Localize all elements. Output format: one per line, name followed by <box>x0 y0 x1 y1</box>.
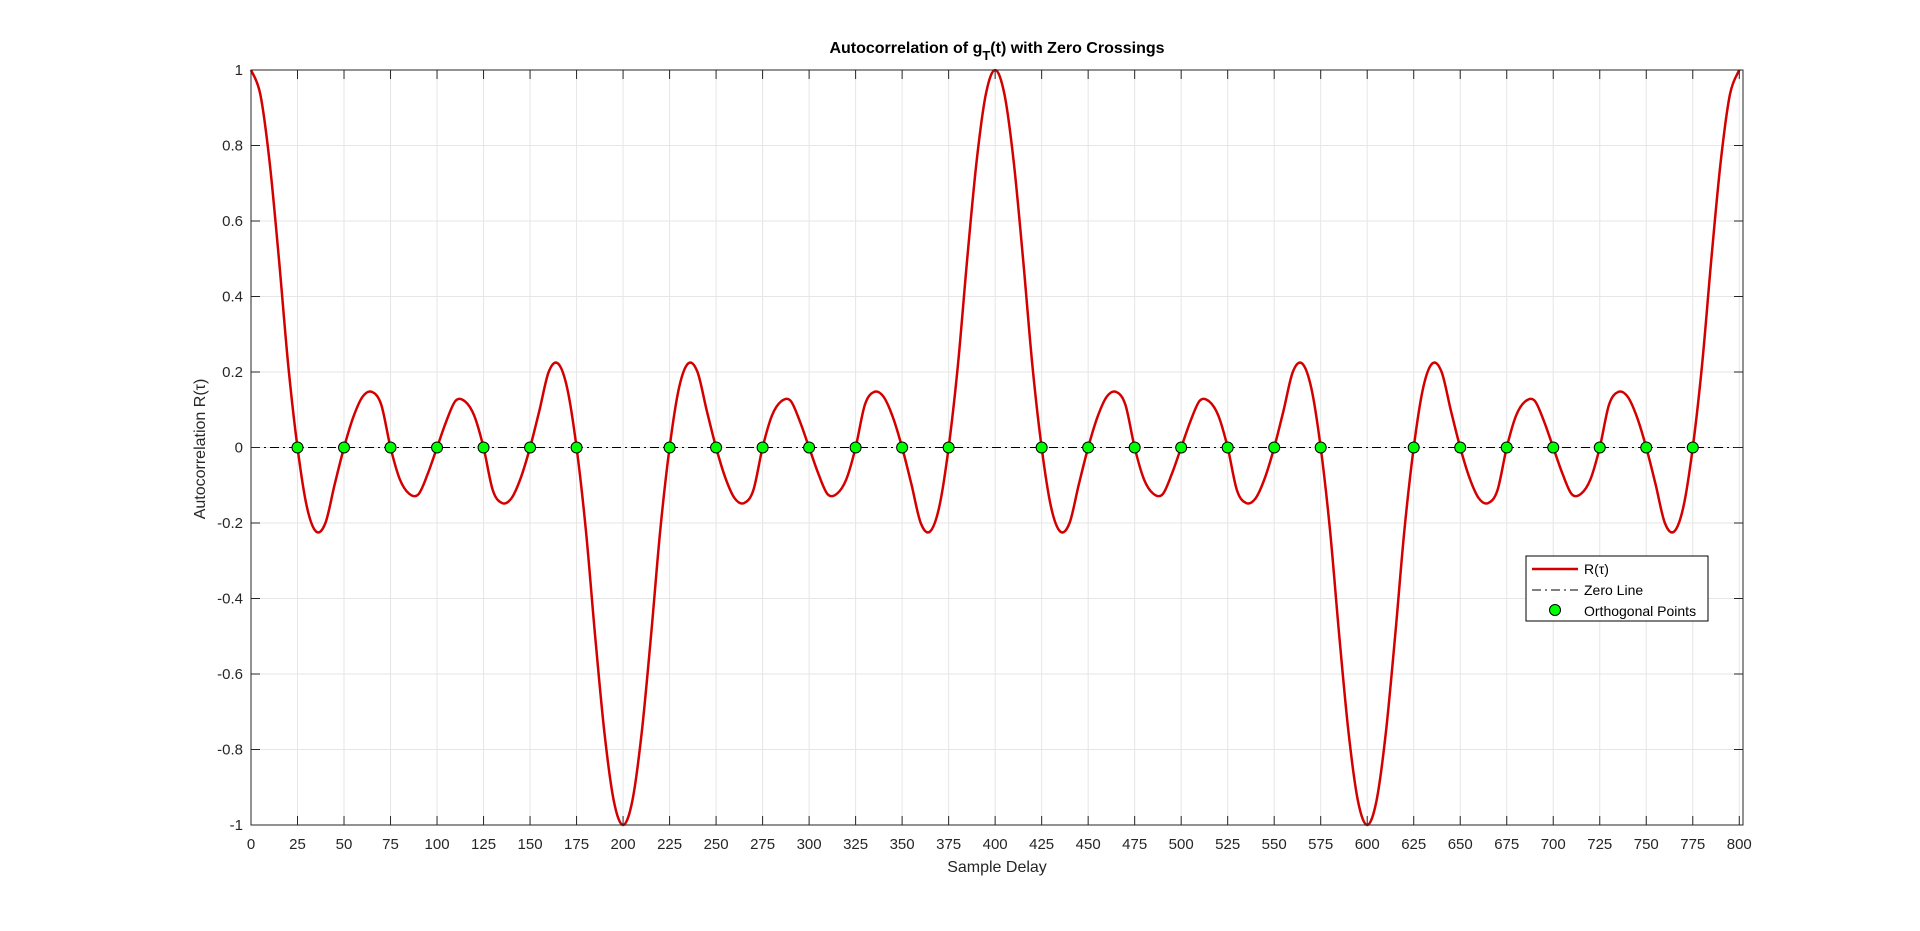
orthogonal-point-marker <box>1082 441 1095 454</box>
y-tick-label: -0.4 <box>217 591 243 608</box>
x-tick-label: 700 <box>1541 836 1566 853</box>
orthogonal-point-marker <box>477 441 490 454</box>
y-tick-label: 0.2 <box>222 364 243 381</box>
orthogonal-point-marker <box>431 441 444 454</box>
x-tick-label: 350 <box>890 836 915 853</box>
x-tick-label: 425 <box>1029 836 1054 853</box>
orthogonal-point-marker <box>1593 441 1606 454</box>
axes-box <box>250 69 1744 826</box>
x-tick-label: 725 <box>1587 836 1612 853</box>
chart-title-main: Autocorrelation of g <box>829 40 982 57</box>
legend-label-r-tau: R(τ) <box>1584 561 1609 577</box>
chart-title-subscript: T <box>982 48 990 63</box>
x-tick-label: 100 <box>425 836 450 853</box>
x-axis-label: Sample Delay <box>947 859 1047 876</box>
x-tick-label: 650 <box>1448 836 1473 853</box>
x-tick-label: 600 <box>1355 836 1380 853</box>
x-tick-label: 450 <box>1076 836 1101 853</box>
x-tick-label: 0 <box>247 836 255 853</box>
x-tick-label: 175 <box>564 836 589 853</box>
orthogonal-point-marker <box>803 441 816 454</box>
orthogonal-point-marker <box>1314 441 1327 454</box>
orthogonal-point-marker <box>524 441 537 454</box>
orthogonal-point-marker <box>1128 441 1141 454</box>
orthogonal-point-marker <box>291 441 304 454</box>
x-tick-label: 75 <box>382 836 399 853</box>
legend-swatch-orthogonal-points <box>1549 604 1561 616</box>
y-tick-label: 0 <box>235 440 243 457</box>
x-tick-label: 675 <box>1494 836 1519 853</box>
orthogonal-point-marker <box>384 441 397 454</box>
y-tick-labels: -1 -0.8 -0.6 -0.4 -0.2 0 0.2 0.4 0.6 0.8 1 <box>217 62 243 834</box>
x-tick-label: 625 <box>1401 836 1426 853</box>
x-tick-label: 300 <box>797 836 822 853</box>
x-tick-label: 775 <box>1680 836 1705 853</box>
chart-title-rest: (t) with Zero Crossings <box>990 40 1164 57</box>
y-tick-label: 1 <box>235 62 243 79</box>
x-tick-labels: 0 25 50 75 100 125 150 175 200 225 250 275 300 325 350… <box>247 836 1752 853</box>
orthogonal-point-marker <box>1221 441 1234 454</box>
x-tick-label: 200 <box>611 836 636 853</box>
x-tick-label: 50 <box>336 836 353 853</box>
y-tick-label: -0.2 <box>217 515 243 532</box>
y-axis-label: Autocorrelation R(τ) <box>192 379 209 520</box>
x-tick-label: 800 <box>1727 836 1752 853</box>
orthogonal-point-marker <box>1640 441 1653 454</box>
legend-label-zero-line: Zero Line <box>1584 582 1643 598</box>
x-tick-label: 25 <box>289 836 306 853</box>
x-tick-label: 500 <box>1169 836 1194 853</box>
orthogonal-point-marker <box>1454 441 1467 454</box>
x-tick-label: 375 <box>936 836 961 853</box>
orthogonal-point-marker <box>1035 441 1048 454</box>
y-tick-label: -0.8 <box>217 742 243 759</box>
x-tick-label: 550 <box>1262 836 1287 853</box>
orthogonal-point-marker <box>1407 441 1420 454</box>
x-tick-label: 575 <box>1308 836 1333 853</box>
x-tick-label: 750 <box>1634 836 1659 853</box>
x-tick-label: 525 <box>1215 836 1240 853</box>
y-tick-label: -1 <box>230 817 243 834</box>
axes-frame <box>250 69 1744 826</box>
orthogonal-point-marker <box>942 441 955 454</box>
orthogonal-point-marker <box>663 441 676 454</box>
x-tick-label: 275 <box>750 836 775 853</box>
x-tick-label: 125 <box>471 836 496 853</box>
orthogonal-point-marker <box>570 441 583 454</box>
orthogonal-point-marker <box>1547 441 1560 454</box>
orthogonal-point-marker <box>1500 441 1513 454</box>
x-tick-label: 150 <box>518 836 543 853</box>
x-tick-label: 250 <box>704 836 729 853</box>
y-tick-label: -0.6 <box>217 666 243 683</box>
y-tick-label: 0.8 <box>222 138 243 155</box>
orthogonal-point-marker <box>710 441 723 454</box>
legend-label-orthogonal-points: Orthogonal Points <box>1584 603 1696 619</box>
orthogonal-point-marker <box>756 441 769 454</box>
orthogonal-point-marker <box>1175 441 1188 454</box>
orthogonal-points-series <box>291 441 1699 454</box>
x-tick-label: 475 <box>1122 836 1147 853</box>
chart-title: Autocorrelation of gT(t) with Zero Cross… <box>829 40 1164 63</box>
orthogonal-point-marker <box>1686 441 1699 454</box>
orthogonal-point-marker <box>1268 441 1281 454</box>
x-tick-label: 325 <box>843 836 868 853</box>
orthogonal-point-marker <box>849 441 862 454</box>
y-tick-label: 0.4 <box>222 289 243 306</box>
legend: R(τ) Zero Line Orthogonal Points <box>1525 555 1709 622</box>
x-tick-label: 400 <box>983 836 1008 853</box>
orthogonal-point-marker <box>338 441 351 454</box>
orthogonal-point-marker <box>896 441 909 454</box>
x-tick-label: 225 <box>657 836 682 853</box>
y-tick-label: 0.6 <box>222 213 243 230</box>
